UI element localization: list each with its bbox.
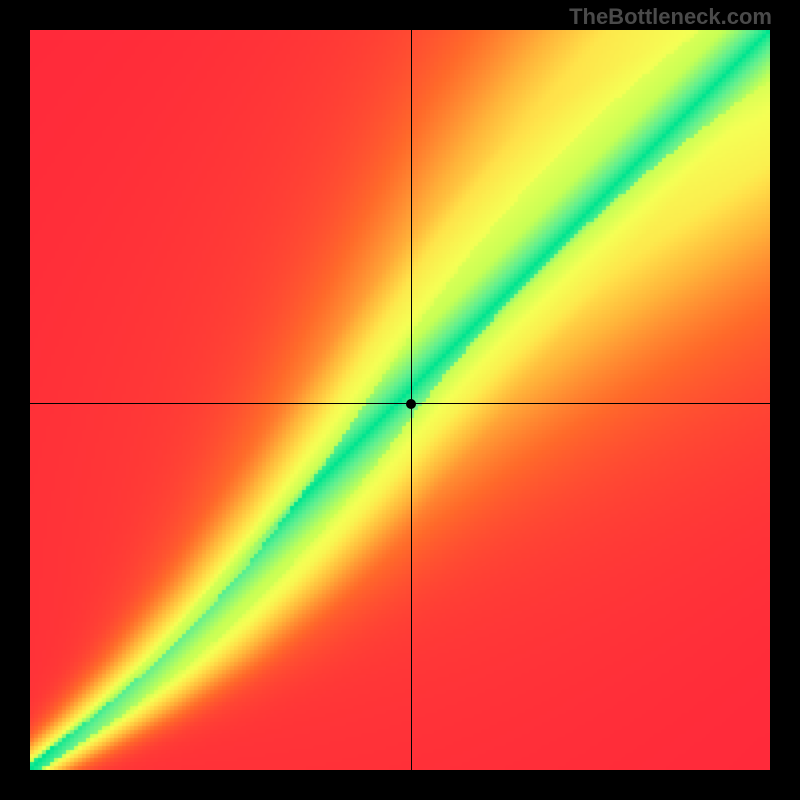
watermark-text: TheBottleneck.com (569, 4, 772, 30)
crosshair-horizontal (30, 403, 770, 404)
crosshair-dot (406, 399, 416, 409)
heatmap-canvas (30, 30, 770, 770)
chart-frame: TheBottleneck.com (0, 0, 800, 800)
heatmap-plot (30, 30, 770, 770)
